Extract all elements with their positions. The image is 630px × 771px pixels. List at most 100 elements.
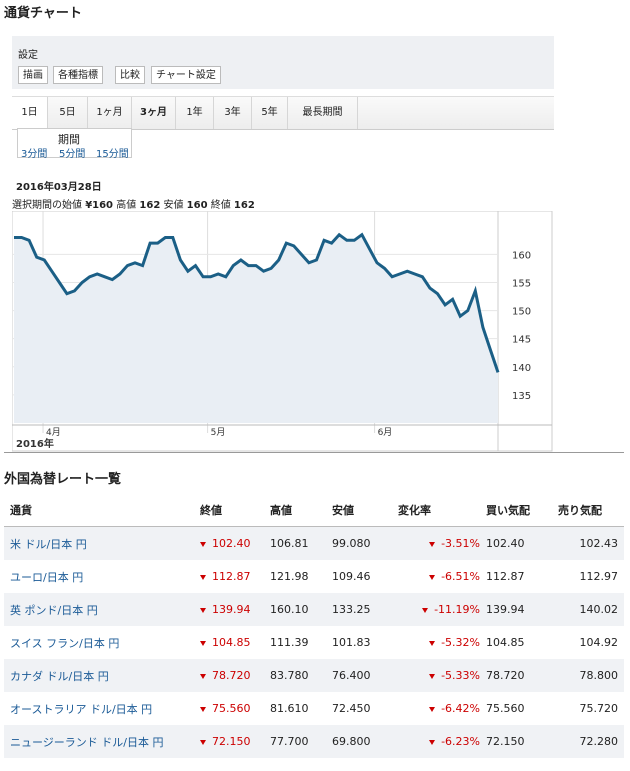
currency-pair-link[interactable]: ユーロ/日本 円	[10, 570, 84, 584]
chart-summary: 選択期間の始値 ¥160 高値 162 安値 160 終値 162	[12, 196, 255, 211]
chart-settings-button[interactable]: チャート設定	[151, 66, 221, 84]
down-arrow-icon	[422, 607, 429, 613]
close-value: 162	[233, 200, 255, 211]
low-cell: 133.25	[332, 593, 398, 626]
period-option-5min[interactable]: 5分間	[59, 149, 86, 160]
open-label: 始値	[62, 200, 82, 211]
range-1m[interactable]: 1ヶ月	[88, 97, 132, 129]
close-cell: 102.40	[200, 526, 270, 560]
y-tick-label: 135	[512, 391, 531, 402]
year-label: 2016年	[16, 437, 54, 450]
low-value: 160	[186, 200, 208, 211]
change-cell: -6.51%	[398, 560, 486, 593]
price-chart[interactable]: 135 140 145 150 155 160 4月 5月 6月 2016年	[12, 211, 554, 453]
down-arrow-icon	[200, 739, 206, 745]
ask-cell: 72.280	[558, 725, 624, 758]
open-value: ¥160	[85, 200, 114, 211]
compare-button[interactable]: 比較	[115, 66, 145, 84]
range-selector: 1日 5日 1ヶ月 3ヶ月 1年 3年 5年 最長期間	[12, 96, 554, 130]
currency-pair-link[interactable]: 米 ドル/日本 円	[4, 526, 200, 560]
range-1y[interactable]: 1年	[176, 97, 214, 129]
col-ask: 売り気配	[558, 494, 624, 527]
y-tick-label: 155	[512, 278, 531, 289]
y-tick-label: 150	[512, 307, 531, 318]
high-cell: 106.81	[270, 526, 332, 560]
close-cell: 75.560	[200, 692, 270, 725]
change-value: -5.32%	[441, 636, 480, 649]
chart-toolbar: 設定 描画 各種指標 比較 チャート設定	[12, 36, 554, 89]
high-label: 高値	[116, 200, 137, 211]
rates-title: 外国為替レート一覧	[4, 472, 122, 487]
high-cell: 111.39	[270, 636, 309, 649]
high-value: 162	[139, 200, 161, 211]
high-cell: 83.780	[270, 659, 332, 692]
rates-table: 通貨 終値 高値 安値 変化率 買い気配 売り気配 米 ドル/日本 円 102.4…	[4, 494, 624, 758]
x-tick-label: 4月	[46, 427, 61, 438]
down-arrow-icon	[429, 673, 436, 679]
bid-cell: 78.720	[486, 659, 558, 692]
low-cell: 101.83	[332, 636, 371, 649]
currency-pair-link[interactable]: オーストラリア ドル/日本 円	[10, 702, 153, 716]
bid-cell: 112.87	[486, 570, 525, 583]
low-cell: 99.080	[332, 526, 398, 560]
down-arrow-icon	[429, 541, 436, 547]
close-value: 102.40	[212, 537, 251, 550]
currency-pair-link[interactable]: カナダ ドル/日本 円	[4, 659, 200, 692]
section-divider	[4, 452, 624, 453]
col-currency: 通貨	[4, 494, 200, 527]
range-1d[interactable]: 1日	[12, 97, 48, 129]
change-value: -11.19%	[434, 603, 480, 616]
range-max[interactable]: 最長期間	[288, 97, 358, 129]
low-cell: 72.450	[332, 702, 371, 715]
change-value: -6.23%	[441, 735, 480, 748]
period-option-3min[interactable]: 3分間	[21, 149, 48, 160]
bid-cell: 72.150	[486, 725, 558, 758]
ask-cell: 104.92	[579, 636, 619, 649]
down-arrow-icon	[429, 706, 436, 712]
close-cell: 72.150	[200, 725, 270, 758]
col-bid: 買い気配	[486, 494, 558, 527]
currency-pair-link[interactable]: スイス フラン/日本 円	[10, 636, 120, 650]
range-5d[interactable]: 5日	[48, 97, 88, 129]
change-cell: -11.19%	[398, 593, 486, 626]
currency-pair-link[interactable]: 英 ポンド/日本 円	[4, 593, 200, 626]
change-value: -5.33%	[441, 669, 480, 682]
close-cell: 78.720	[200, 659, 270, 692]
indicators-button[interactable]: 各種指標	[53, 66, 103, 84]
x-tick-label: 6月	[378, 427, 393, 438]
table-row: 米 ドル/日本 円 102.40 106.81 99.080 -3.51% 102.40 1…	[4, 526, 624, 560]
col-close: 終値	[200, 494, 270, 527]
period-popup-title: 期間	[58, 133, 80, 146]
page-title: 通貨チャート	[4, 6, 82, 21]
bid-cell: 139.94	[486, 593, 558, 626]
draw-button[interactable]: 描画	[18, 66, 48, 84]
table-row: 英 ポンド/日本 円 139.94 160.10 133.25 -11.19% 139.9…	[4, 593, 624, 626]
low-label: 安値	[163, 200, 184, 211]
chart-date: 2016年03月28日	[16, 182, 102, 193]
ask-cell: 112.97	[579, 570, 619, 583]
col-high: 高値	[270, 494, 332, 527]
table-row: オーストラリア ドル/日本 円 75.560 81.610 72.450 -6.42% 7…	[4, 692, 624, 725]
range-3y[interactable]: 3年	[214, 97, 252, 129]
period-option-15min[interactable]: 15分間	[96, 149, 129, 160]
ask-cell: 140.02	[558, 593, 624, 626]
down-arrow-icon	[429, 640, 436, 646]
high-cell: 160.10	[270, 593, 332, 626]
close-value: 72.150	[212, 735, 251, 748]
bid-cell: 102.40	[486, 526, 558, 560]
price-line	[14, 232, 500, 373]
change-value: -6.42%	[441, 702, 480, 715]
down-arrow-icon	[200, 607, 206, 613]
range-5y[interactable]: 5年	[252, 97, 288, 129]
range-3m[interactable]: 3ヶ月	[132, 97, 176, 129]
y-tick-label: 140	[512, 363, 531, 374]
ask-cell: 102.43	[558, 526, 624, 560]
y-tick-label: 160	[512, 250, 531, 261]
settings-label: 設定	[18, 50, 38, 61]
high-cell: 77.700	[270, 725, 332, 758]
change-cell: -5.32%	[398, 626, 486, 659]
low-cell: 109.46	[332, 570, 371, 583]
bid-cell: 104.85	[486, 636, 525, 649]
table-header: 通貨 終値 高値 安値 変化率 買い気配 売り気配	[4, 494, 624, 527]
currency-pair-link[interactable]: ニュージーランド ドル/日本 円	[4, 725, 200, 758]
